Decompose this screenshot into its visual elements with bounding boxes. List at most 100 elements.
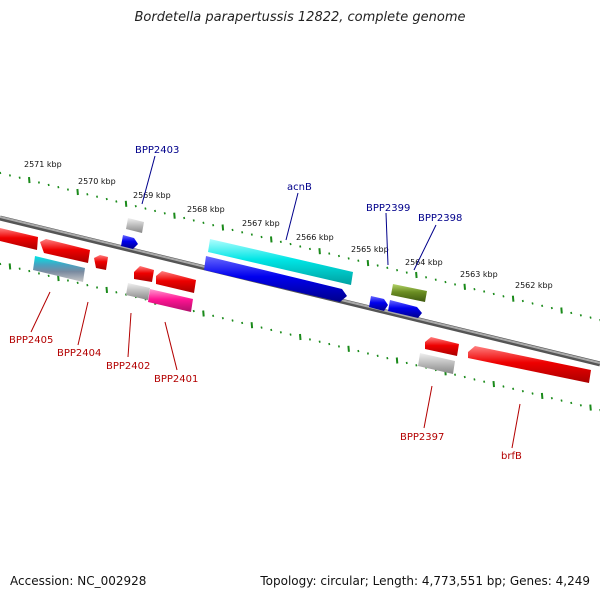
scale-tick xyxy=(589,404,592,411)
scale-dot xyxy=(47,183,50,187)
scale-dot xyxy=(231,319,234,322)
gene-labels: BPP2403 acnB BPP2399 BPP2398 BPP2405 BPP… xyxy=(9,145,522,462)
scale-dot xyxy=(405,361,408,365)
scale-dot xyxy=(0,262,2,266)
gene-bpp2401[interactable] xyxy=(148,271,196,312)
gene-brfb[interactable] xyxy=(468,346,591,383)
scale-dot xyxy=(502,295,505,298)
genome-summary: Topology: circular; Length: 4,773,551 bp… xyxy=(260,574,590,588)
scale-dot xyxy=(415,364,418,367)
scale-dot xyxy=(96,286,99,289)
scale-dot xyxy=(550,306,553,310)
scale-dot xyxy=(76,281,79,284)
scale-dot xyxy=(8,174,11,177)
scale-dot xyxy=(570,311,573,315)
scale-dot xyxy=(376,354,379,357)
scale-dot xyxy=(279,331,282,334)
scale-dot xyxy=(18,176,21,179)
gene-label: BPP2401 xyxy=(154,374,198,385)
map-title: Bordetella parapertussis 12822, complete… xyxy=(134,10,466,25)
scale-dot xyxy=(163,212,166,215)
scale-dot xyxy=(241,231,244,234)
scale-dot xyxy=(337,345,340,348)
scale-dot xyxy=(183,216,186,220)
gene-label: BPP2402 xyxy=(106,361,150,372)
scale-label: 2565 kbp xyxy=(351,245,389,254)
scale-label: 2564 kbp xyxy=(405,258,443,267)
scale-dot xyxy=(105,197,108,201)
scale-tick xyxy=(540,392,544,399)
scale-dot xyxy=(47,274,50,277)
scale-dot xyxy=(221,317,224,320)
gene-bpp2405[interactable] xyxy=(0,228,108,270)
gene-label: BPP2403 xyxy=(135,145,179,156)
scale-dot xyxy=(521,299,524,303)
scale-dot xyxy=(241,321,244,325)
gene-bpp2403[interactable] xyxy=(121,218,144,249)
scale-tick xyxy=(105,286,108,293)
scale-dot xyxy=(483,290,486,293)
scale-dot xyxy=(550,397,553,400)
scale-dot xyxy=(125,293,128,296)
scale-label: 2567 kbp xyxy=(242,219,280,228)
scale-dot xyxy=(28,269,31,273)
gene-label: BPP2404 xyxy=(57,348,101,359)
scale-dot xyxy=(18,267,21,270)
scale-tick xyxy=(415,271,418,279)
scale-tick xyxy=(366,260,370,267)
scale-dot xyxy=(366,352,369,355)
scale-dot xyxy=(357,259,360,262)
scale-dot xyxy=(270,328,273,332)
scale-dot xyxy=(318,340,321,343)
scale-label: 2569 kbp xyxy=(133,191,171,200)
scale-label: 2570 kbp xyxy=(78,177,116,186)
scale-tick xyxy=(173,212,176,219)
scale-label: 2566 kbp xyxy=(296,233,334,242)
scale-dot xyxy=(454,373,457,376)
gene-bpp2398[interactable] xyxy=(391,284,427,302)
scale-dot xyxy=(192,309,195,313)
scale-dot xyxy=(279,240,282,243)
scale-dot xyxy=(560,399,563,402)
scale-tick xyxy=(221,224,225,231)
scale-dot xyxy=(425,276,428,279)
scale-dot xyxy=(308,338,311,341)
scale-labels: 2571 kbp 2570 kbp 2569 kbp 2568 kbp 2567… xyxy=(24,160,553,290)
scale-dot xyxy=(473,378,476,381)
scale-dot xyxy=(541,304,544,307)
scale-tick xyxy=(76,188,79,196)
scale-dot xyxy=(250,233,253,236)
scale-dot xyxy=(66,279,69,282)
scale-dot xyxy=(579,314,582,317)
scale-dot xyxy=(328,252,331,255)
gene-bpp2402[interactable] xyxy=(126,266,154,300)
scale-dot xyxy=(347,257,350,260)
gene-label: BPP2405 xyxy=(9,335,53,346)
scale-dot xyxy=(37,181,40,184)
gene-acnb[interactable] xyxy=(204,239,353,302)
scale-dot xyxy=(405,271,408,274)
scale-tick xyxy=(57,275,60,282)
accession-text: Accession: NC_002928 xyxy=(10,574,147,588)
scale-dot xyxy=(337,254,340,258)
scale-tick xyxy=(28,177,31,184)
scale-label: 2568 kbp xyxy=(187,205,225,214)
scale-dot xyxy=(434,278,437,281)
scale-dot xyxy=(260,326,263,329)
scale-dot xyxy=(86,193,89,196)
scale-dot xyxy=(154,209,157,213)
gene-bpp2397[interactable] xyxy=(418,337,459,374)
scale-tick xyxy=(511,295,515,302)
gene-bpp2404[interactable] xyxy=(33,256,85,282)
gene-bpp2399[interactable] xyxy=(369,296,422,318)
scale-dot xyxy=(66,188,69,191)
scale-tick xyxy=(8,263,12,270)
scale-dot xyxy=(512,387,515,390)
gene-label: brfB xyxy=(501,451,522,462)
scale-dot xyxy=(454,283,457,286)
scale-tick xyxy=(318,248,321,255)
scale-dot xyxy=(579,404,582,407)
scale-tick xyxy=(347,345,350,352)
scale-dot xyxy=(96,195,99,198)
